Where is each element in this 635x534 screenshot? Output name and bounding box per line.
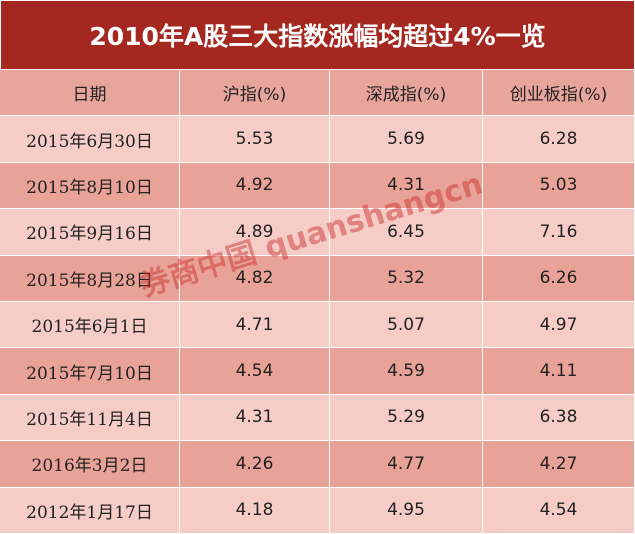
table-cell: 4.95 [330,487,483,534]
table-cell: 4.77 [330,441,483,488]
table-cell: 6.26 [483,255,635,302]
table-row: 2015年7月10日 4.54 4.59 4.11 [0,348,635,395]
table-cell: 2015年9月16日 [0,209,180,256]
table-cell: 2015年11月4日 [0,394,180,442]
title: 2010年A股三大指数涨幅均超过4%一览 [0,0,635,70]
table-row: 2015年11月4日 4.31 5.29 6.38 [0,394,635,442]
table-cell: 2015年7月10日 [0,348,180,395]
table-row: 2015年9月16日 4.89 6.45 7.16 [0,209,635,256]
column-header: 深成指(%) [330,70,483,117]
table-cell: 4.11 [483,348,635,395]
table-row: 2015年6月1日 4.71 5.07 4.97 [0,302,635,349]
table-cell: 4.82 [180,255,330,302]
table-cell: 5.69 [330,116,483,163]
table-cell: 4.31 [330,162,483,210]
table-cell: 5.32 [330,255,483,302]
table-cell: 2016年3月2日 [0,441,180,488]
table-cell: 5.07 [330,302,483,349]
table-cell: 4.26 [180,441,330,488]
table-row: 2015年8月10日 4.92 4.31 5.03 [0,162,635,210]
column-header: 日期 [0,70,180,117]
table-cell: 2012年1月17日 [0,487,180,534]
table-cell: 4.54 [180,348,330,395]
table-cell: 4.59 [330,348,483,395]
table-cell: 4.89 [180,209,330,256]
table-cell: 4.27 [483,441,635,488]
table-row: 2016年3月2日 4.26 4.77 4.27 [0,441,635,488]
table-cell: 4.31 [180,394,330,442]
table-cell: 5.03 [483,162,635,210]
table-cell: 4.54 [483,487,635,534]
table-cell: 6.28 [483,116,635,163]
table-cell: 2015年6月30日 [0,116,180,163]
table-cell: 2015年8月10日 [0,162,180,210]
table-cell: 4.97 [483,302,635,349]
table-cell: 6.38 [483,394,635,442]
table-cell: 4.18 [180,487,330,534]
table-row: 2015年8月28日 4.82 5.32 6.26 [0,255,635,302]
table: 日期 沪指(%) 深成指(%) 创业板指(%) 2015年6月30日 5.53 5.69 6.… [0,70,635,534]
table-cell: 2015年6月1日 [0,302,180,349]
table-row: 2015年6月30日 5.53 5.69 6.28 [0,116,635,163]
table-cell: 7.16 [483,209,635,256]
table-cell: 5.53 [180,116,330,163]
header-row: 日期 沪指(%) 深成指(%) 创业板指(%) [0,70,635,117]
table-cell: 4.92 [180,162,330,210]
table-cell: 5.29 [330,394,483,442]
column-header: 创业板指(%) [483,70,635,117]
column-header: 沪指(%) [180,70,330,117]
table-cell: 4.71 [180,302,330,349]
table-row: 2012年1月17日 4.18 4.95 4.54 [0,487,635,534]
table-cell: 6.45 [330,209,483,256]
table-cell: 2015年8月28日 [0,255,180,302]
